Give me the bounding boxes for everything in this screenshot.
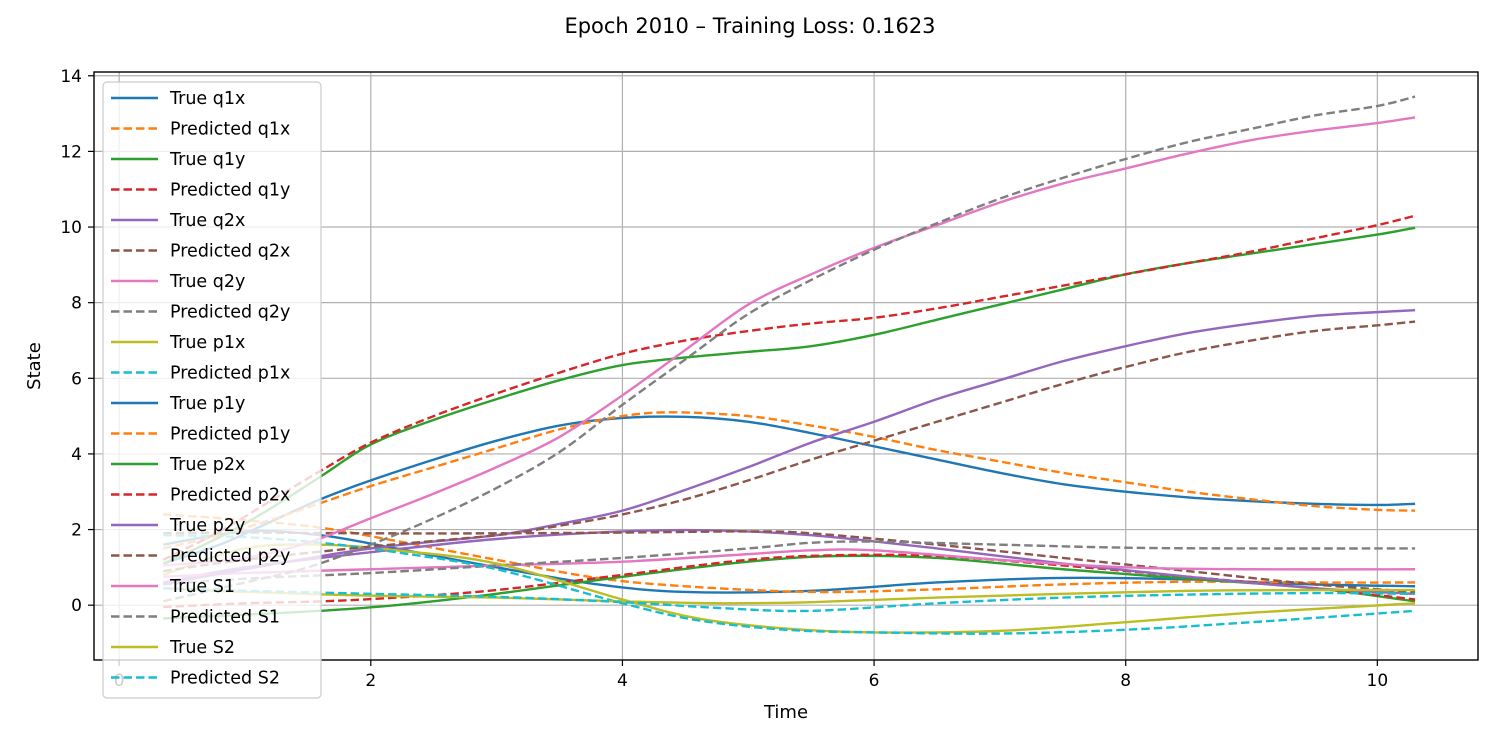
legend-box (102, 81, 322, 699)
legend-label: True p1x (169, 333, 245, 353)
x-tick-label: 2 (365, 671, 376, 691)
series-line-true-s2 (163, 586, 1416, 605)
grid-lines (94, 72, 1478, 660)
legend-label: True p2y (169, 516, 245, 536)
y-tick-label: 6 (71, 369, 82, 389)
series-line-predicted-s1 (162, 95, 1416, 603)
legend-label: True q1x (169, 89, 245, 109)
legend: True q1x Predicted q1x True q1y Predicted q… (102, 81, 322, 699)
y-tick-label: 14 (60, 67, 82, 87)
plot-frame (93, 71, 1479, 661)
y-tick-label: 10 (60, 218, 82, 238)
legend-label: True p2x (169, 455, 245, 475)
legend-label: Predicted p1y (170, 425, 290, 445)
legend-label: Predicted q2x (170, 242, 290, 262)
x-tick-label: 4 (617, 671, 628, 691)
legend-label: Predicted p2x (170, 486, 290, 506)
series-line-predicted-s2 (163, 586, 1416, 613)
series-line-predicted-p1x (163, 534, 1416, 635)
legend-label: True q2y (169, 272, 245, 292)
series-line-predicted-p2x (162, 214, 1416, 561)
x-tick-label: 6 (869, 671, 880, 691)
series-line-true-q2x (162, 528, 1416, 596)
legend-label: True S2 (169, 638, 235, 658)
legend-label: Predicted S1 (170, 608, 280, 628)
legend-label: Predicted q1y (170, 181, 290, 201)
y-tick-label: 4 (71, 445, 82, 465)
x-axis-label: Time (763, 702, 808, 723)
y-axis-label: State (24, 342, 45, 390)
x-tick-label: 8 (1120, 671, 1131, 691)
legend-label: True p1y (169, 394, 245, 414)
series-line-predicted-q2x (163, 530, 1416, 594)
legend-label: Predicted S2 (170, 669, 280, 689)
series-line-true-q2y (163, 548, 1416, 579)
legend-label: Predicted p1x (170, 364, 290, 384)
y-tick-label: 0 (71, 596, 82, 616)
legend-label: Predicted q2y (170, 303, 290, 323)
legend-label: True q2x (169, 211, 245, 231)
series-line-true-s1 (163, 116, 1416, 567)
series-line-predicted-p2y (163, 320, 1416, 573)
axis-ticks: 024681002468101214 (60, 67, 1388, 691)
series-line-true-p1y (162, 415, 1416, 565)
legend-label: True S1 (169, 577, 235, 597)
y-tick-label: 2 (71, 521, 82, 541)
series-line-predicted-p1y (162, 411, 1416, 550)
x-tick-label: 10 (1367, 671, 1389, 691)
y-tick-label: 12 (60, 142, 82, 162)
legend-label: Predicted q1x (170, 120, 290, 140)
series-line-true-q1y (163, 554, 1416, 620)
y-tick-label: 8 (71, 294, 82, 314)
plot-series (162, 95, 1416, 635)
legend-label: True q1y (169, 150, 245, 170)
legend-label: Predicted p2y (170, 547, 290, 567)
series-line-predicted-q2y (163, 540, 1416, 586)
series-line-predicted-q1x (163, 513, 1416, 594)
chart-title: Epoch 2010 – Training Loss: 0.1623 (564, 14, 935, 38)
